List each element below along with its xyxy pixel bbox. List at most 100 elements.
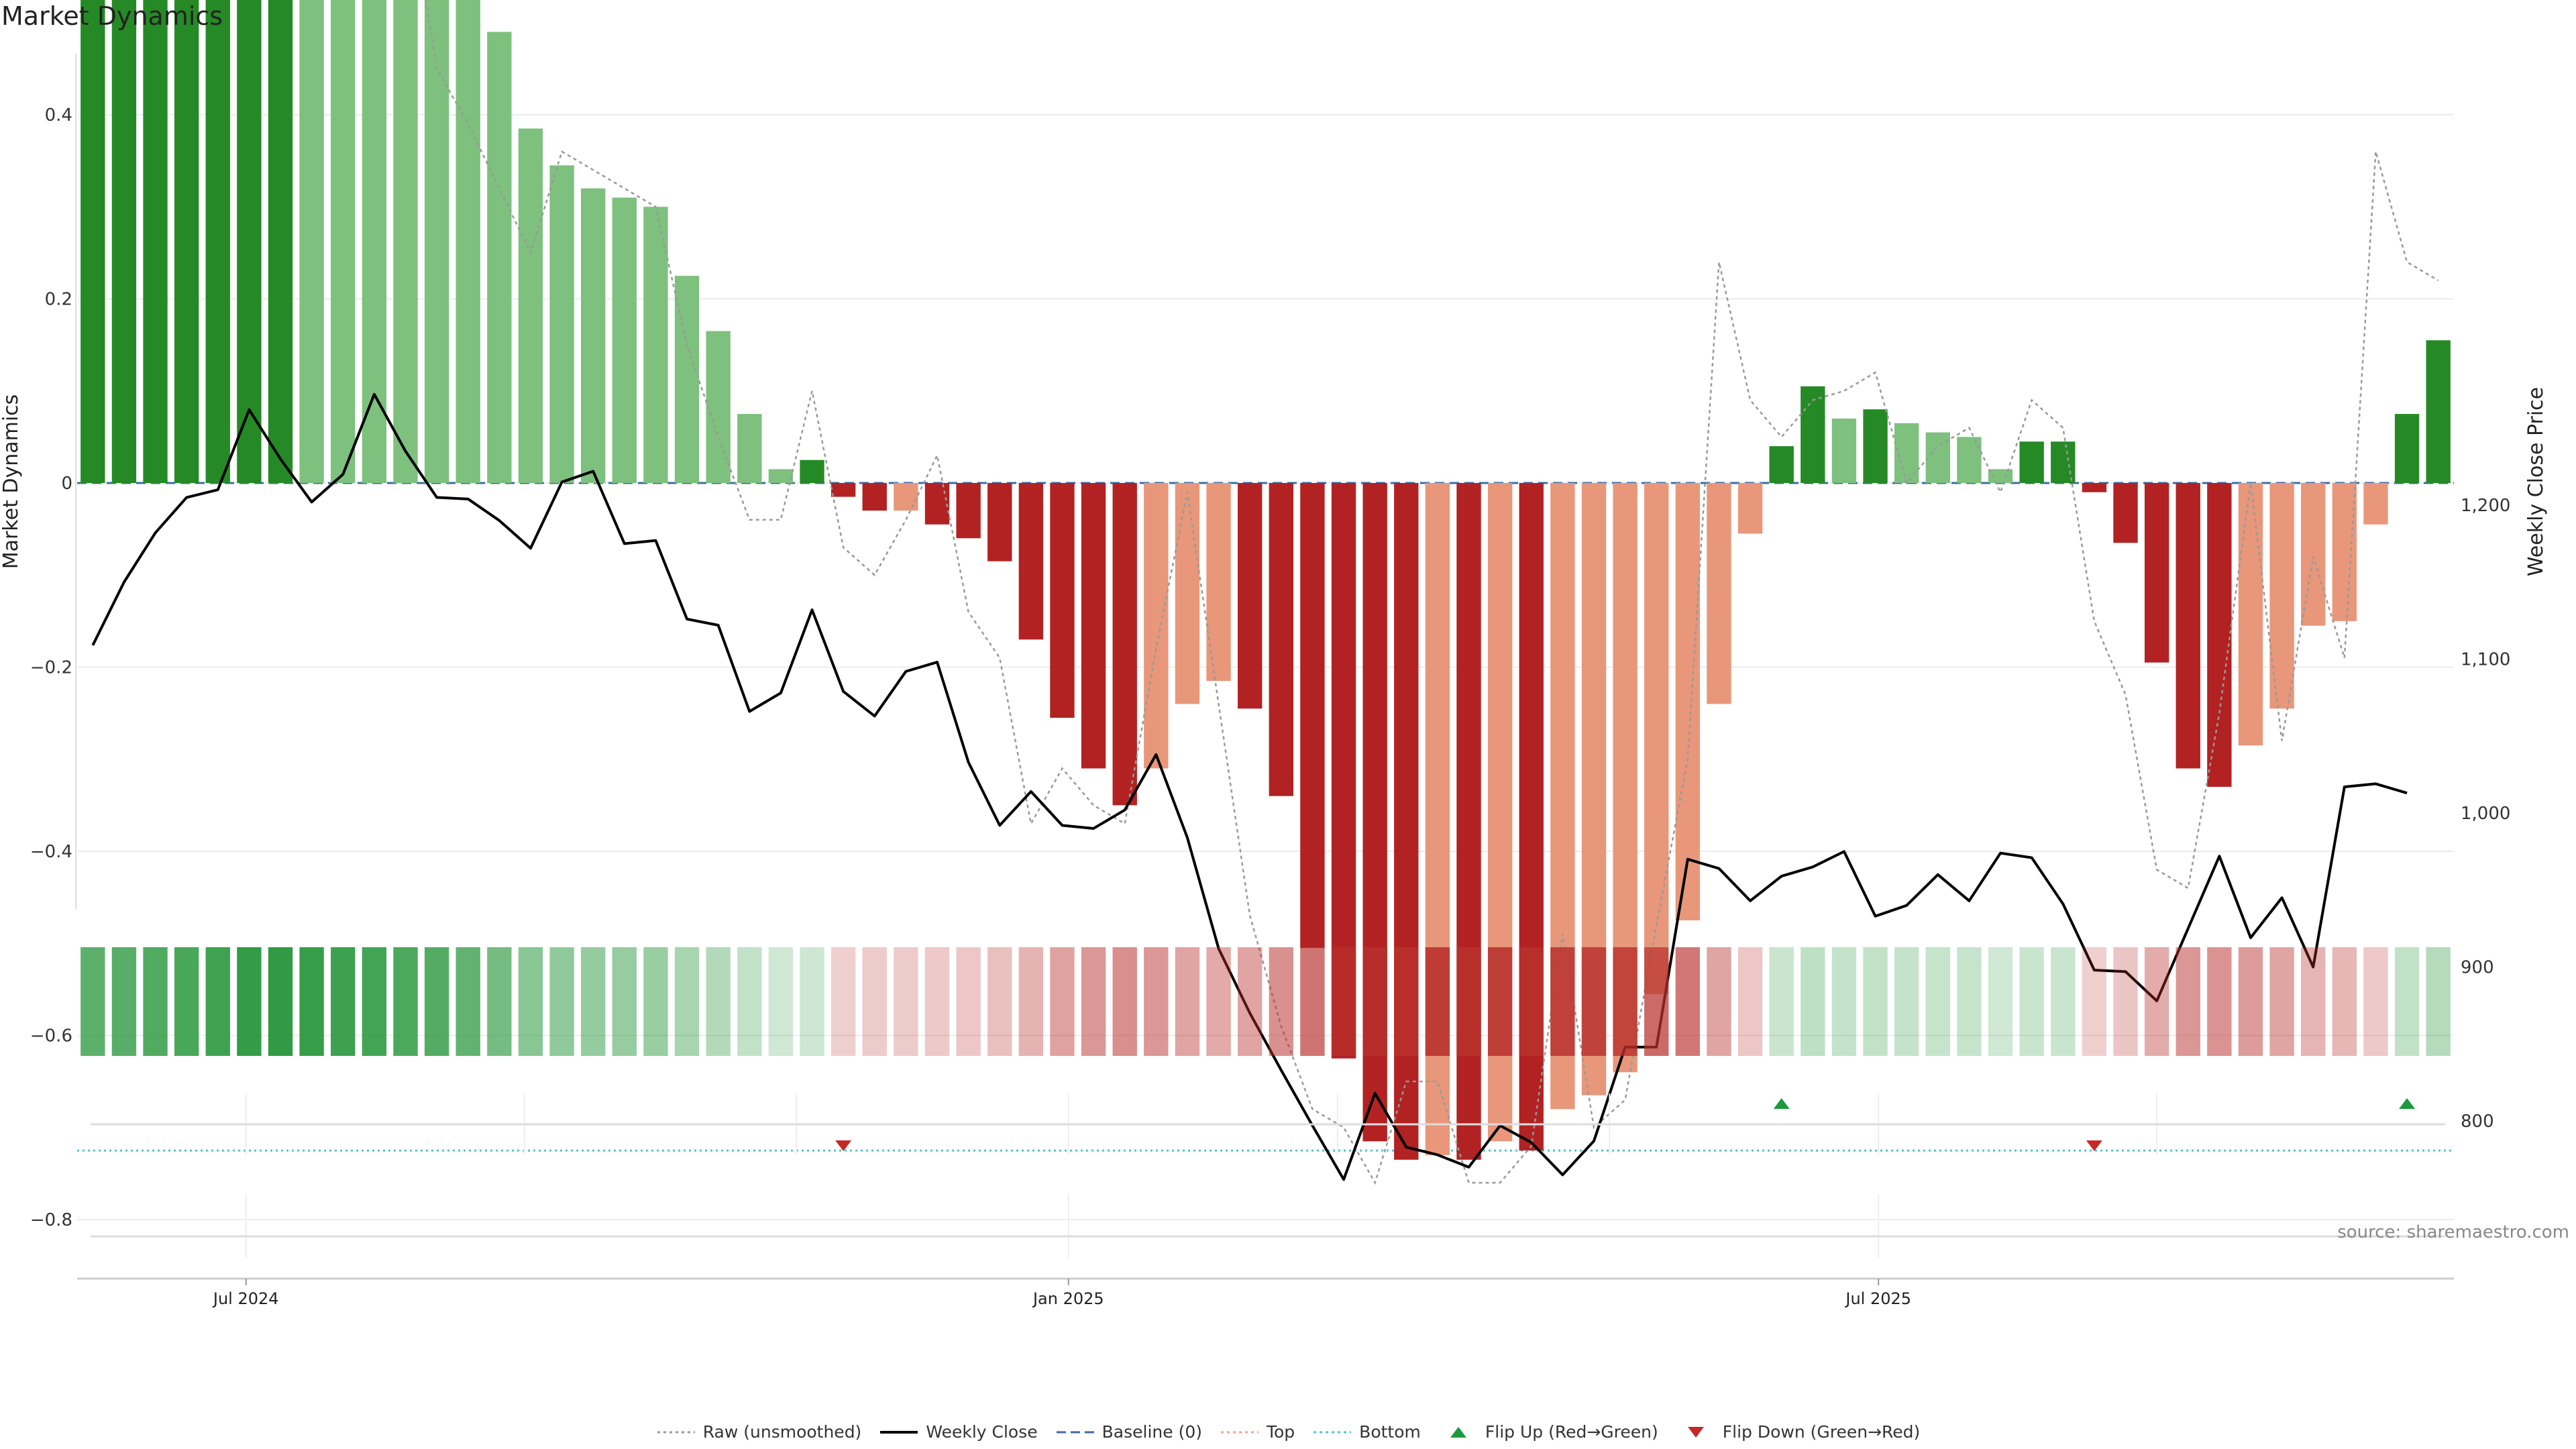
heat-strip-cell xyxy=(1894,947,1919,1056)
heat-strip-cell xyxy=(2301,947,2326,1056)
heat-strip-cell xyxy=(956,947,981,1056)
x-tick-label: Jan 2025 xyxy=(1032,1289,1104,1308)
flip-down-marker xyxy=(835,1140,852,1151)
heat-strip-cell xyxy=(1801,947,1825,1056)
dynamics-bar xyxy=(674,276,700,483)
heat-strip-cell xyxy=(800,947,824,1056)
heat-strip-cell xyxy=(737,947,762,1056)
dynamics-bar xyxy=(643,207,668,483)
dynamics-bar xyxy=(2019,441,2044,483)
heat-strip-cell xyxy=(80,947,105,1056)
dynamics-bar xyxy=(518,128,543,483)
heat-strip-cell xyxy=(1175,947,1200,1056)
dynamics-bars xyxy=(80,0,2451,1160)
heat-strip-cell xyxy=(987,947,1012,1056)
weekly-close-line xyxy=(91,392,2408,1181)
dynamics-bar xyxy=(1206,483,1231,682)
dynamics-bar xyxy=(1238,483,1263,709)
dynamics-bar xyxy=(768,469,794,483)
x-tick-label: Jul 2024 xyxy=(212,1289,279,1308)
y-axis-title: Market Dynamics xyxy=(0,394,23,570)
heat-strip-cell xyxy=(1519,947,1544,1056)
dynamics-bar xyxy=(1175,483,1200,704)
y-tick-label: 0.2 xyxy=(45,290,72,310)
dynamics-bar xyxy=(549,165,574,484)
dynamics-bar xyxy=(2113,483,2138,543)
dynamics-bar xyxy=(1300,483,1325,949)
dynamics-bar xyxy=(2363,483,2388,525)
legend-up-marker xyxy=(1450,1426,1466,1438)
legend-swatch xyxy=(1687,1426,1704,1438)
dynamics-bar xyxy=(1144,483,1169,769)
heat-strip-cell xyxy=(205,947,230,1056)
legend-entry: Weekly Close xyxy=(879,1422,1038,1442)
legend-swatch xyxy=(1220,1431,1258,1433)
heat-strip-cell xyxy=(894,947,918,1056)
dynamics-bar xyxy=(1644,483,1669,994)
heat-strip-cell xyxy=(1769,947,1794,1056)
legend-entry: Baseline (0) xyxy=(1055,1422,1202,1442)
dynamics-bar xyxy=(2238,483,2263,746)
legend-swatch xyxy=(880,1430,918,1434)
heat-strip xyxy=(80,947,2451,1056)
heat-strip-cell xyxy=(1050,947,1075,1056)
dynamics-bar xyxy=(1925,432,1950,483)
heat-strip-cell xyxy=(1613,947,1638,1056)
dynamics-bar xyxy=(237,0,262,484)
y2-axis-title: Weekly Close Price xyxy=(2524,387,2548,576)
dynamics-bar xyxy=(862,483,887,511)
heat-strip-cell xyxy=(1331,947,1356,1056)
legend-down-marker xyxy=(1687,1426,1704,1438)
flip-panel xyxy=(91,1093,2445,1155)
y-tick-label: −0.6 xyxy=(30,1026,72,1046)
heat-strip-cell xyxy=(143,947,168,1056)
dynamics-bar xyxy=(737,414,762,483)
legend-label: Top xyxy=(1266,1422,1295,1442)
flip-down-marker xyxy=(2086,1140,2102,1151)
legend-label: Baseline (0) xyxy=(1102,1422,1202,1442)
heat-strip-cell xyxy=(393,947,418,1056)
dynamics-bar xyxy=(2207,483,2232,787)
heat-strip-cell xyxy=(1206,947,1231,1056)
heat-strip-cell xyxy=(2332,947,2357,1056)
y-tick-label: −0.8 xyxy=(30,1210,72,1230)
heat-strip-cell xyxy=(487,947,512,1056)
heat-strip-cell xyxy=(1988,947,2013,1056)
empty-panel xyxy=(91,1194,2445,1258)
x-axis: Jul 2024 Jan 2025 Jul 2025 xyxy=(77,1277,2454,1308)
dynamics-bar xyxy=(1863,409,1888,483)
legend-swatch xyxy=(1056,1431,1094,1433)
dynamics-bar xyxy=(205,0,230,484)
heat-strip-cell xyxy=(2269,947,2294,1056)
y-tick-label: −0.4 xyxy=(30,842,72,862)
y-tick-label: 0 xyxy=(61,474,72,494)
dynamics-bar xyxy=(455,0,480,484)
heat-strip-cell xyxy=(1425,947,1450,1056)
legend-swatch xyxy=(1313,1431,1352,1433)
y2-tick-label: 1,100 xyxy=(2461,650,2510,670)
heat-strip-cell xyxy=(1831,947,1857,1056)
legend-label: Flip Down (Green→Red) xyxy=(1722,1422,1921,1442)
dynamics-bar xyxy=(1456,483,1481,1160)
heat-strip-cell xyxy=(111,947,137,1056)
flip-up-marker xyxy=(2399,1098,2416,1109)
dynamics-bar xyxy=(2269,483,2294,709)
heat-strip-cell xyxy=(2426,947,2451,1056)
y-tick-label: 0.4 xyxy=(45,105,72,125)
axes: 0.80.60.40.20−0.2−0.4−0.6−0.81,2001,1001… xyxy=(0,54,2548,1230)
heat-strip-cell xyxy=(2051,947,2076,1056)
legend: Raw (unsmoothed) Weekly Close Baseline (0)… xyxy=(0,1422,2576,1442)
heat-strip-cell xyxy=(674,947,700,1056)
y2-tick-label: 1,200 xyxy=(2461,496,2510,516)
heat-strip-cell xyxy=(237,947,262,1056)
heat-strip-cell xyxy=(1675,947,1701,1056)
heat-strip-cell xyxy=(1863,947,1888,1056)
dynamics-bar xyxy=(1957,437,1982,483)
dynamics-bar xyxy=(362,0,387,483)
heat-strip-cell xyxy=(174,947,199,1056)
dynamics-bar xyxy=(1707,483,1731,704)
dynamics-bar xyxy=(174,0,199,483)
dynamics-bar xyxy=(1018,483,1044,640)
dynamics-bar xyxy=(581,188,606,483)
dynamics-bar xyxy=(80,0,105,483)
